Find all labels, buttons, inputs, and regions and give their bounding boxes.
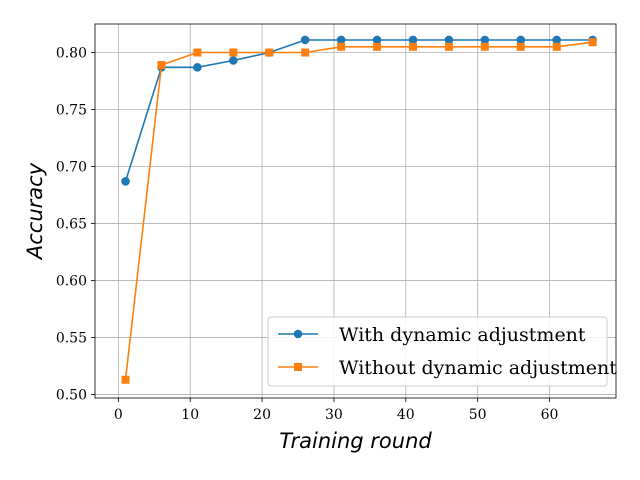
legend-box <box>267 316 608 387</box>
y-axis-ticks: 0.50 0.55 0.60 0.65 0.70 0.75 0.80 <box>56 46 95 404</box>
data-point <box>265 48 274 57</box>
data-point <box>444 35 454 45</box>
x-tick-label: 10 <box>181 407 199 423</box>
data-point <box>301 48 310 57</box>
data-point <box>372 35 382 45</box>
legend-item-1: With dynamic adjustment <box>278 324 586 346</box>
y-tick-label: 0.55 <box>56 331 87 347</box>
series-2 <box>121 38 597 384</box>
data-point <box>193 63 202 72</box>
data-point <box>300 35 310 45</box>
data-point <box>480 35 490 45</box>
y-tick-label: 0.80 <box>56 46 87 62</box>
data-point <box>444 42 453 51</box>
series-line <box>124 39 593 182</box>
y-tick-label: 0.70 <box>56 160 87 176</box>
series-line <box>124 41 593 380</box>
legend-label: With dynamic adjustment <box>339 324 586 346</box>
series-layer <box>121 35 597 384</box>
x-tick-label: 0 <box>114 407 123 423</box>
data-point <box>336 35 346 45</box>
y-tick-label: 0.65 <box>56 217 87 233</box>
data-point <box>588 38 597 47</box>
legend-label: Without dynamic adjustment <box>339 357 617 379</box>
data-point <box>516 35 526 45</box>
data-point <box>229 56 238 65</box>
y-tick-label: 0.50 <box>56 388 87 404</box>
data-point <box>121 177 130 186</box>
data-point <box>408 35 418 45</box>
legend: With dynamic adjustment Without dynamic a… <box>267 316 617 387</box>
x-tick-label: 20 <box>253 407 271 423</box>
y-tick-label: 0.60 <box>56 274 87 290</box>
data-point <box>337 42 346 51</box>
data-point <box>193 48 202 57</box>
legend-marker <box>293 329 303 339</box>
x-tick-label: 30 <box>325 407 343 423</box>
y-axis-label: Accuracy <box>23 162 47 261</box>
x-tick-label: 50 <box>469 407 487 423</box>
x-tick-label: 60 <box>541 407 559 423</box>
plot-frame <box>94 23 617 399</box>
data-point <box>516 42 525 51</box>
data-point <box>552 35 562 45</box>
y-tick-label: 0.75 <box>56 103 87 119</box>
data-point <box>480 42 489 51</box>
data-point <box>229 48 238 57</box>
data-point <box>552 42 561 51</box>
x-tick-label: 40 <box>397 407 415 423</box>
legend-item-2: Without dynamic adjustment <box>278 357 617 379</box>
data-point <box>157 61 166 70</box>
data-point <box>121 375 130 384</box>
grid <box>95 24 616 398</box>
legend-marker <box>294 363 302 371</box>
x-axis-label: Training round <box>279 429 432 453</box>
data-point <box>408 42 417 51</box>
data-point <box>373 42 382 51</box>
x-axis-ticks: 0 10 20 30 40 50 60 <box>114 398 559 423</box>
